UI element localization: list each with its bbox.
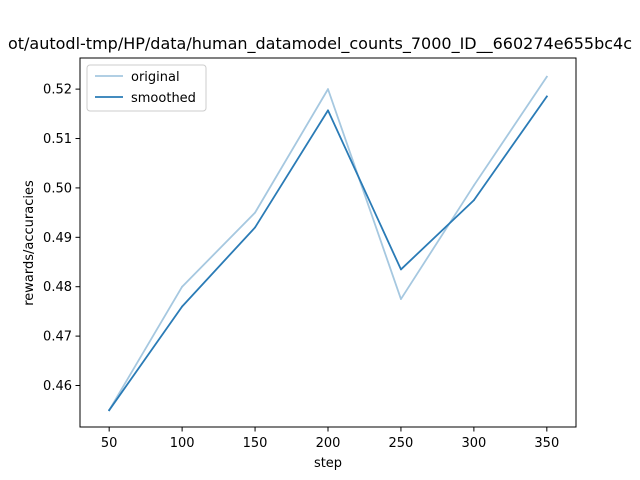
x-tick-label: 150 (243, 436, 268, 451)
data-point-original (400, 298, 402, 300)
y-axis-ticks: 0.46 0.47 0.48 0.49 0.50 0.51 0.52 (43, 83, 80, 394)
legend-label-smoothed: smoothed (131, 91, 196, 106)
data-point-original (545, 75, 548, 78)
x-tick-label: 200 (316, 436, 341, 451)
data-point-smoothed (254, 226, 256, 229)
x-tick-label: 350 (534, 436, 559, 451)
x-tick-label: 250 (389, 436, 414, 451)
x-tick-label: 300 (461, 436, 486, 451)
data-point-smoothed (400, 268, 402, 271)
y-tick-label: 0.51 (43, 132, 72, 147)
data-point-original (472, 184, 475, 187)
y-tick-label: 0.49 (43, 231, 72, 246)
data-point-smoothed (545, 95, 548, 98)
x-tick-label: 100 (170, 436, 195, 451)
y-tick-label: 0.46 (43, 379, 72, 394)
x-axis-label: step (314, 456, 342, 471)
x-axis-ticks: 50 100 150 200 250 300 350 (101, 427, 559, 451)
data-point-original (254, 211, 256, 214)
data-point-smoothed (181, 305, 184, 308)
y-tick-label: 0.52 (43, 83, 72, 98)
data-point-smoothed (472, 199, 475, 202)
series-layer (107, 75, 549, 412)
y-axis-label: rewards/accuracies (22, 180, 37, 306)
data-point-smoothed (108, 409, 111, 412)
data-point-smoothed (327, 109, 329, 112)
y-tick-label: 0.50 (43, 181, 72, 196)
legend: original smoothed (86, 64, 207, 112)
y-tick-label: 0.47 (43, 330, 72, 345)
chart-title: ot/autodl-tmp/HP/data/human_datamodel_co… (8, 34, 632, 54)
data-point-original (327, 88, 329, 91)
y-tick-label: 0.48 (43, 280, 72, 295)
x-tick-label: 50 (101, 436, 118, 451)
legend-label-original: original (131, 70, 180, 85)
data-point-original (181, 285, 184, 288)
